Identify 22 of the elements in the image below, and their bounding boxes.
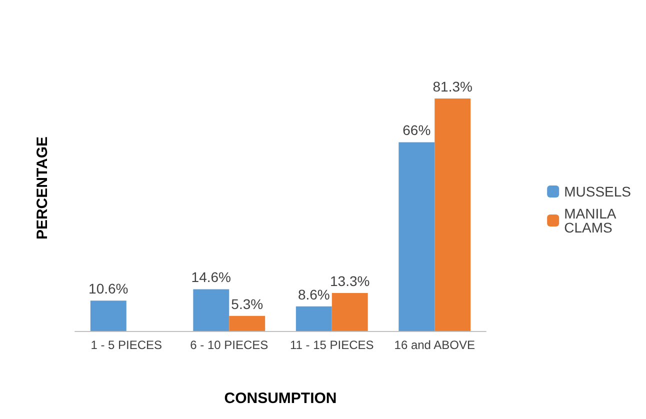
x-tick-label: 16 and ABOVE	[394, 338, 475, 352]
bar	[229, 316, 266, 331]
x-tick-label: 6 - 10 PIECES	[190, 338, 268, 352]
x-axis-title: CONSUMPTION	[224, 390, 337, 407]
x-tick-label: 1 - 5 PIECES	[90, 338, 162, 352]
x-tick-label: 11 - 15 PIECES	[290, 338, 374, 352]
legend-label: MANILA CLAMS	[564, 206, 620, 236]
bar	[332, 292, 368, 331]
bar	[90, 300, 126, 331]
data-label: 10.6%	[88, 280, 128, 297]
bar	[434, 98, 471, 331]
bar	[296, 306, 332, 331]
bar	[193, 289, 230, 331]
bar	[398, 142, 435, 331]
data-label: 81.3%	[432, 78, 472, 94]
legend-label: MUSSELS	[564, 184, 632, 200]
data-label: 8.6%	[298, 286, 330, 302]
data-label: 13.3%	[330, 272, 370, 289]
y-axis-title: PERCENTAGE	[34, 136, 51, 240]
data-label: 5.3%	[231, 296, 264, 312]
data-label: 14.6%	[191, 269, 231, 286]
data-label: 66%	[402, 122, 431, 138]
